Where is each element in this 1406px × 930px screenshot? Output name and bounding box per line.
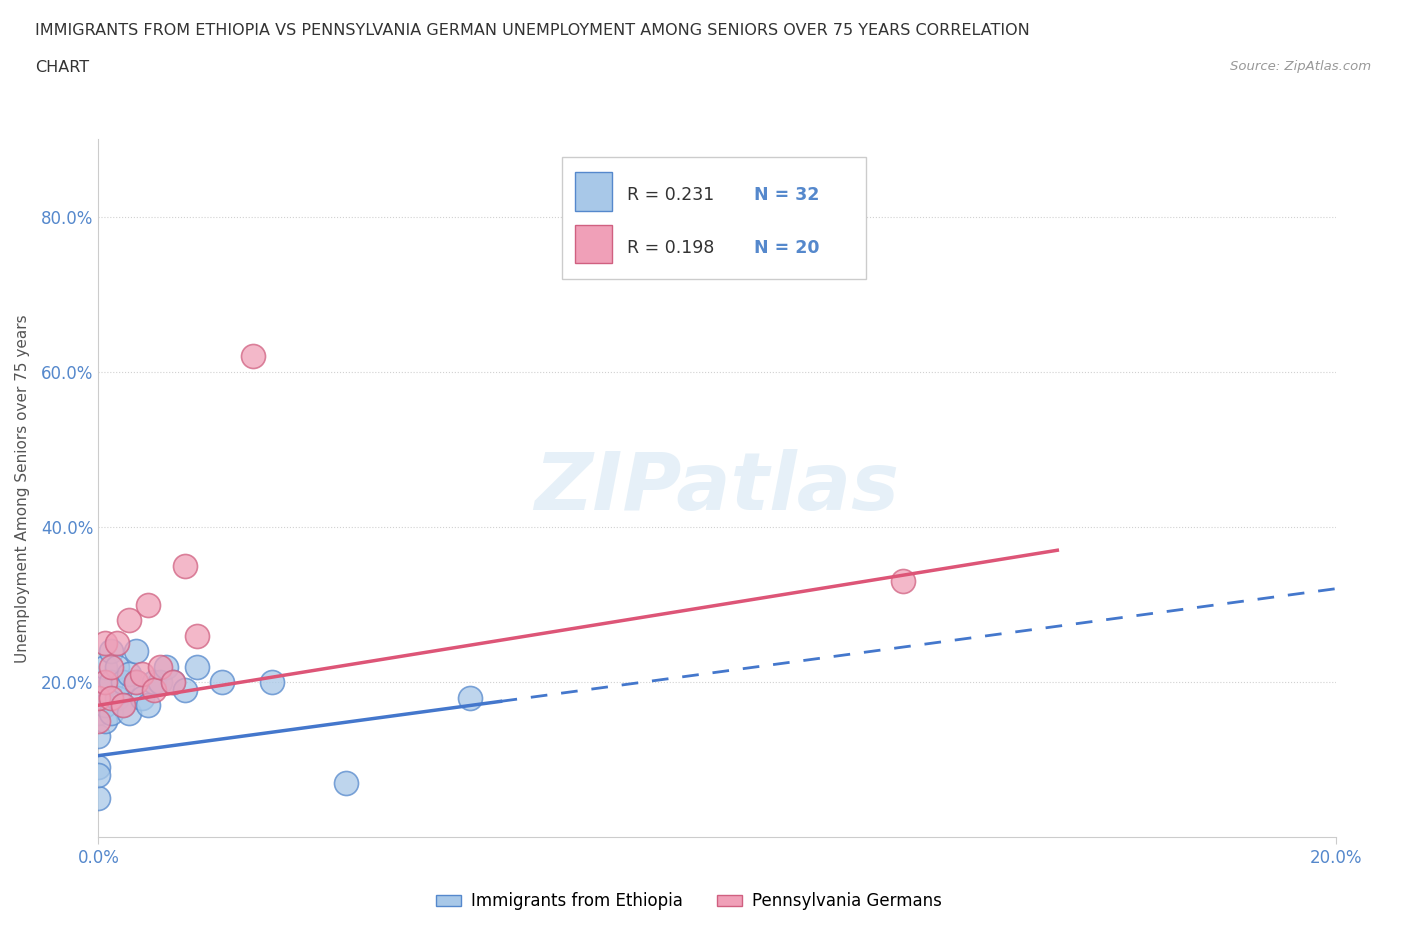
Point: [87, 760, 110, 775]
Point: [174, 683, 197, 698]
Point: [87, 713, 110, 728]
Point: [211, 674, 233, 689]
Point: [87, 767, 110, 782]
Point: [136, 698, 159, 712]
Point: [149, 659, 172, 674]
Point: [100, 644, 122, 658]
Text: Source: ZipAtlas.com: Source: ZipAtlas.com: [1230, 60, 1371, 73]
Point: [131, 690, 153, 705]
Text: N = 32: N = 32: [754, 186, 820, 205]
Point: [93, 713, 115, 728]
Point: [100, 674, 122, 689]
Point: [131, 667, 153, 682]
Point: [100, 706, 122, 721]
Point: [93, 659, 115, 674]
Legend: Immigrants from Ethiopia, Pennsylvania Germans: Immigrants from Ethiopia, Pennsylvania G…: [430, 885, 948, 917]
Point: [162, 674, 184, 689]
Point: [891, 574, 914, 589]
Bar: [575, 225, 612, 263]
Point: [118, 706, 141, 721]
Text: R = 0.231: R = 0.231: [627, 186, 714, 205]
Y-axis label: Unemployment Among Seniors over 75 years: Unemployment Among Seniors over 75 years: [15, 314, 30, 662]
Point: [87, 706, 110, 721]
Bar: [575, 172, 612, 211]
Point: [93, 674, 115, 689]
Point: [242, 349, 264, 364]
Point: [93, 674, 115, 689]
Point: [87, 690, 110, 705]
Point: [162, 674, 184, 689]
Point: [143, 674, 166, 689]
Point: [105, 636, 128, 651]
Point: [136, 597, 159, 612]
Point: [124, 644, 146, 658]
Point: [186, 659, 208, 674]
Text: ZIPatlas: ZIPatlas: [534, 449, 900, 527]
Point: [105, 659, 128, 674]
Point: [93, 636, 115, 651]
Point: [100, 690, 122, 705]
Point: [186, 628, 208, 643]
Text: R = 0.198: R = 0.198: [627, 239, 714, 257]
Point: [105, 690, 128, 705]
Point: [112, 698, 135, 712]
Point: [155, 659, 177, 674]
Point: [174, 558, 197, 573]
Point: [93, 698, 115, 712]
Point: [87, 729, 110, 744]
Point: [149, 674, 172, 689]
Point: [124, 674, 146, 689]
Text: N = 20: N = 20: [754, 239, 820, 257]
Point: [112, 698, 135, 712]
Point: [335, 776, 357, 790]
Point: [143, 683, 166, 698]
Point: [124, 674, 146, 689]
Point: [112, 674, 135, 689]
FancyBboxPatch shape: [562, 157, 866, 279]
Point: [87, 790, 110, 805]
Point: [458, 690, 481, 705]
Point: [644, 248, 666, 263]
Text: CHART: CHART: [35, 60, 89, 75]
Point: [118, 613, 141, 628]
Point: [100, 659, 122, 674]
Point: [118, 667, 141, 682]
Point: [260, 674, 283, 689]
Text: IMMIGRANTS FROM ETHIOPIA VS PENNSYLVANIA GERMAN UNEMPLOYMENT AMONG SENIORS OVER : IMMIGRANTS FROM ETHIOPIA VS PENNSYLVANIA…: [35, 23, 1031, 38]
